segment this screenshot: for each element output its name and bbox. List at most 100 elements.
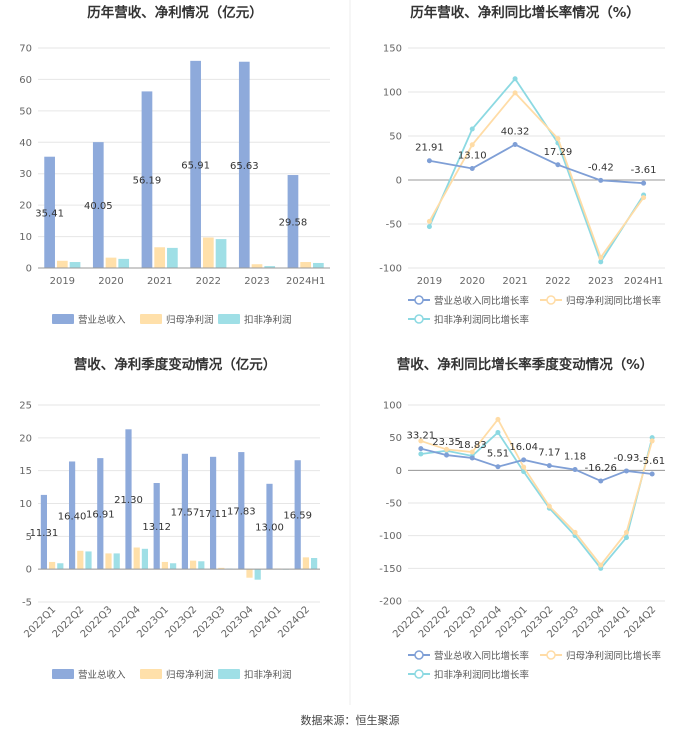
data-point bbox=[598, 562, 604, 568]
data-label: 16.40 bbox=[58, 511, 87, 522]
bar bbox=[238, 452, 245, 570]
data-label: -5.61 bbox=[639, 456, 665, 467]
data-point bbox=[598, 177, 604, 183]
bar bbox=[154, 247, 166, 268]
bar bbox=[105, 257, 117, 268]
bar bbox=[181, 453, 188, 570]
series-line bbox=[428, 91, 645, 260]
x-tick-label: 2019 bbox=[50, 276, 75, 287]
bar bbox=[48, 561, 56, 570]
bar bbox=[264, 266, 276, 268]
y-tick-label: 70 bbox=[19, 44, 32, 55]
y-tick-label: 0 bbox=[396, 466, 402, 477]
bar bbox=[113, 553, 120, 570]
y-tick-label: 60 bbox=[19, 75, 32, 86]
data-point bbox=[555, 162, 561, 168]
bar bbox=[300, 262, 312, 268]
data-point bbox=[469, 142, 475, 148]
data-point bbox=[512, 76, 518, 82]
data-source-footer: 数据来源：恒生聚源 bbox=[300, 714, 400, 727]
y-tick-label: 50 bbox=[19, 106, 32, 117]
data-point bbox=[469, 126, 475, 132]
data-point bbox=[546, 463, 552, 469]
bar bbox=[238, 61, 250, 269]
data-point bbox=[649, 438, 655, 444]
data-point bbox=[623, 535, 629, 541]
y-tick-label: 5 bbox=[26, 532, 32, 543]
bar bbox=[133, 547, 140, 570]
data-point bbox=[495, 416, 501, 422]
y-tick-label: -5 bbox=[22, 598, 32, 609]
x-tick-label: 2023 bbox=[244, 276, 269, 287]
data-label: 65.91 bbox=[181, 160, 210, 171]
legend-label: 归母净利润同比增长率 bbox=[566, 650, 662, 662]
y-tick-label: 25 bbox=[19, 401, 32, 412]
column-divider bbox=[349, 0, 351, 705]
data-label: 17.57 bbox=[171, 507, 200, 518]
data-point bbox=[469, 165, 475, 171]
bar bbox=[68, 461, 76, 570]
x-tick-label: 2020 bbox=[98, 276, 123, 287]
data-label: 11.31 bbox=[30, 528, 59, 539]
y-tick-label: -50 bbox=[386, 220, 402, 231]
data-label: 16.04 bbox=[509, 442, 538, 453]
x-tick-label: 2021 bbox=[502, 276, 527, 287]
data-point bbox=[598, 254, 604, 260]
legend-swatch bbox=[140, 669, 162, 679]
x-tick-label: 2024H1 bbox=[286, 276, 325, 287]
data-label: 18.83 bbox=[458, 440, 487, 451]
y-tick-label: 10 bbox=[19, 499, 32, 510]
data-label: 40.32 bbox=[501, 127, 530, 138]
chart-title: 历年营收、净利情况（亿元） bbox=[87, 4, 263, 21]
bar bbox=[311, 558, 318, 570]
data-label: 21.30 bbox=[114, 495, 143, 506]
legend-marker bbox=[546, 650, 556, 660]
bar bbox=[85, 551, 92, 570]
legend-label: 营业总收入同比增长率 bbox=[434, 650, 530, 662]
data-label: 13.10 bbox=[458, 150, 487, 161]
data-point bbox=[546, 503, 552, 509]
bar bbox=[153, 483, 160, 570]
bar bbox=[77, 550, 84, 570]
bar bbox=[246, 569, 253, 578]
data-point bbox=[623, 529, 629, 535]
legend-marker bbox=[414, 669, 424, 679]
data-point bbox=[444, 452, 450, 458]
bar bbox=[170, 563, 177, 570]
y-tick-label: -150 bbox=[379, 564, 402, 575]
data-point bbox=[426, 218, 432, 224]
y-tick-label: 30 bbox=[19, 169, 32, 180]
legend-label: 营业总收入同比增长率 bbox=[434, 295, 530, 307]
data-label: 40.05 bbox=[84, 201, 113, 212]
x-tick-label: 2023 bbox=[588, 276, 613, 287]
data-label: -16.26 bbox=[585, 463, 617, 474]
y-tick-label: 50 bbox=[389, 433, 402, 444]
bar bbox=[189, 560, 197, 570]
data-point bbox=[418, 446, 424, 452]
bar bbox=[105, 553, 112, 570]
y-tick-label: 0 bbox=[396, 176, 402, 187]
bar bbox=[266, 483, 273, 570]
data-point bbox=[641, 180, 647, 186]
legend-marker bbox=[414, 314, 424, 324]
x-tick-label: 2019 bbox=[417, 276, 442, 287]
data-label: 23.35 bbox=[432, 437, 461, 448]
bar bbox=[69, 262, 81, 268]
series-line bbox=[428, 77, 645, 264]
bar bbox=[57, 563, 64, 570]
chart-title: 营收、净利同比增长率季度变动情况（%） bbox=[397, 356, 654, 373]
bar bbox=[302, 557, 310, 570]
y-tick-label: 20 bbox=[19, 201, 32, 212]
data-label: -0.42 bbox=[588, 162, 614, 173]
data-label: 56.19 bbox=[133, 176, 162, 187]
y-tick-label: -100 bbox=[379, 531, 402, 542]
series-line bbox=[429, 143, 644, 185]
data-point bbox=[495, 429, 501, 435]
data-point bbox=[641, 195, 647, 201]
chart-title: 历年营收、净利同比增长率情况（%） bbox=[410, 4, 640, 21]
data-point bbox=[426, 224, 432, 230]
bar bbox=[190, 60, 201, 269]
bar bbox=[97, 458, 104, 570]
data-point bbox=[495, 464, 501, 470]
series-line bbox=[420, 447, 653, 482]
